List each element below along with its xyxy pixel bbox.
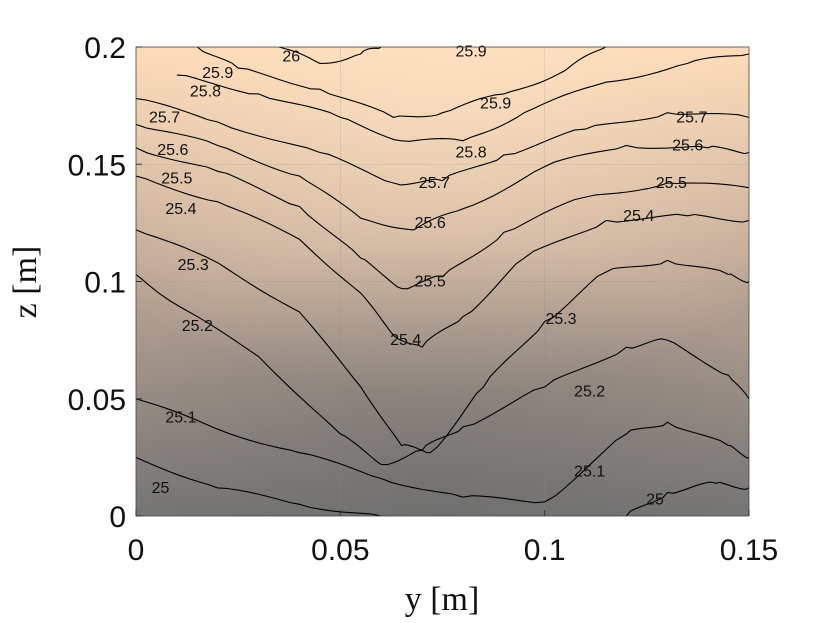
contour-labels: 25 25 25.1 25.1 25.2 25.2 25.3 25.3 25.4 25.4 25.4… bbox=[149, 44, 707, 509]
x-tick-label: 0.15 bbox=[720, 534, 778, 567]
contour-label-25.7: 25.7 bbox=[676, 109, 707, 126]
y-tick-label: 0.1 bbox=[84, 267, 126, 300]
contour-label-25.4: 25.4 bbox=[623, 208, 654, 225]
contour-line-25 bbox=[136, 456, 382, 516]
y-tick-label: 0 bbox=[109, 501, 126, 534]
contour-line-25.6 bbox=[136, 123, 749, 231]
contour-label-25.9: 25.9 bbox=[202, 65, 233, 82]
y-tick-label: 0.05 bbox=[68, 384, 126, 417]
grid bbox=[136, 47, 749, 516]
contour-label-25.3: 25.3 bbox=[178, 257, 209, 274]
contour-line-25.3 bbox=[136, 229, 749, 454]
contour-label-25.7: 25.7 bbox=[419, 175, 450, 192]
contour-line-25.1 bbox=[136, 398, 749, 504]
plot-area: 25 25 25.1 25.1 25.2 25.2 25.3 25.3 25.4 25.4 25.4… bbox=[135, 44, 750, 517]
contour-label-25.3: 25.3 bbox=[545, 311, 576, 328]
contour-label-26: 26 bbox=[282, 48, 300, 65]
contour-label-25.1: 25.1 bbox=[574, 463, 605, 480]
y-axis-label: z [m] bbox=[7, 246, 44, 319]
contour-label-25.4: 25.4 bbox=[390, 332, 421, 349]
contour-label-25.7: 25.7 bbox=[149, 109, 180, 126]
contour-lines bbox=[136, 47, 749, 516]
contour-label-25.9: 25.9 bbox=[456, 44, 487, 61]
contour-label-25.9: 25.9 bbox=[480, 95, 511, 112]
contour-line-25.2 bbox=[136, 274, 749, 466]
x-tick-label: 0 bbox=[128, 534, 145, 567]
contour-label-25.1: 25.1 bbox=[165, 410, 196, 427]
contour-label-25: 25 bbox=[152, 480, 170, 497]
contour-line-25 bbox=[625, 481, 749, 516]
contour-label-25.2: 25.2 bbox=[182, 318, 213, 335]
x-tick-label: 0.1 bbox=[524, 534, 566, 567]
contour-label-25.6: 25.6 bbox=[415, 215, 446, 232]
contour-label-25: 25 bbox=[646, 492, 664, 509]
x-axis-ticks: 0 0.05 0.1 0.15 bbox=[128, 510, 778, 567]
contour-label-25.5: 25.5 bbox=[161, 170, 192, 187]
contour-label-25.8: 25.8 bbox=[456, 145, 487, 162]
y-tick-label: 0.15 bbox=[68, 149, 126, 182]
y-tick-label: 0.2 bbox=[84, 32, 126, 65]
contour-line-25.8 bbox=[176, 53, 749, 142]
contour-line-25.4 bbox=[136, 175, 749, 348]
y-axis-ticks: 0 0.05 0.1 0.15 0.2 bbox=[68, 32, 142, 534]
contour-line-25.7 bbox=[136, 98, 749, 186]
x-axis-label: y [m] bbox=[405, 581, 480, 618]
contour-label-25.6: 25.6 bbox=[157, 142, 188, 159]
contour-line-25.5 bbox=[136, 147, 749, 290]
contour-label-25.8: 25.8 bbox=[190, 84, 221, 101]
contour-label-25.6: 25.6 bbox=[672, 137, 703, 154]
x-tick-label: 0.05 bbox=[311, 534, 369, 567]
contour-line-25.9 bbox=[196, 47, 607, 118]
contour-label-25.5: 25.5 bbox=[656, 175, 687, 192]
contour-label-25.4: 25.4 bbox=[165, 201, 196, 218]
contour-line-26 bbox=[278, 47, 382, 64]
contour-label-25.5: 25.5 bbox=[415, 274, 446, 291]
contour-label-25.2: 25.2 bbox=[574, 384, 605, 401]
